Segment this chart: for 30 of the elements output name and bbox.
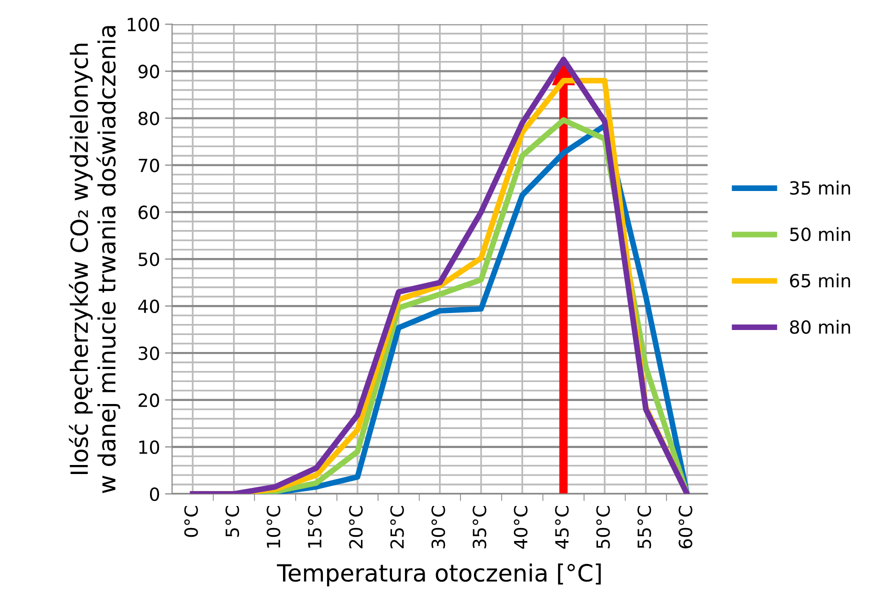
legend-label: 65 min [790,274,850,288]
x-tick-label: 40°C [514,506,528,549]
y-axis-title: Ilość pęcherzyków CO₂ wydzielonych w danej minucie trwania doświadczenia [68,26,120,494]
x-axis-title: Temperatura otoczenia [°C] [276,564,601,586]
y-tick-label: 60 [138,206,160,220]
y-tick-label: 100 [128,18,160,32]
y-tick-label: 70 [138,158,160,172]
y-tick-label: 80 [138,112,160,126]
x-tick-label: 45°C [555,506,569,549]
legend-label: 80 min [790,320,850,334]
x-tick-label: 20°C [349,506,363,548]
y-tick-label: 90 [138,64,160,78]
x-tick-label: 10°C [266,506,280,548]
x-tick-label: 35°C [472,506,486,548]
y-tick-label: 20 [138,393,160,408]
x-tick-label: 25°C [390,506,404,548]
y-tick-label: 0 [150,487,160,502]
y-tick-label: 40 [138,299,160,314]
y-tick-label: 30 [138,346,160,360]
legend-label: 50 min [790,227,850,242]
x-tick-label: 30°C [431,506,446,548]
x-tick-label: 55°C [637,506,652,548]
y-tick-label: 50 [138,252,160,266]
x-tick-label: 15°C [308,506,322,548]
x-tick-label: 5°C [225,506,240,537]
x-tick-label: 0°C [184,506,198,537]
x-tick-label: 50°C [596,506,610,548]
y-tick-label: 10 [139,440,160,454]
legend-label: 35 min [790,180,850,195]
x-tick-label: 60°C [678,506,692,548]
